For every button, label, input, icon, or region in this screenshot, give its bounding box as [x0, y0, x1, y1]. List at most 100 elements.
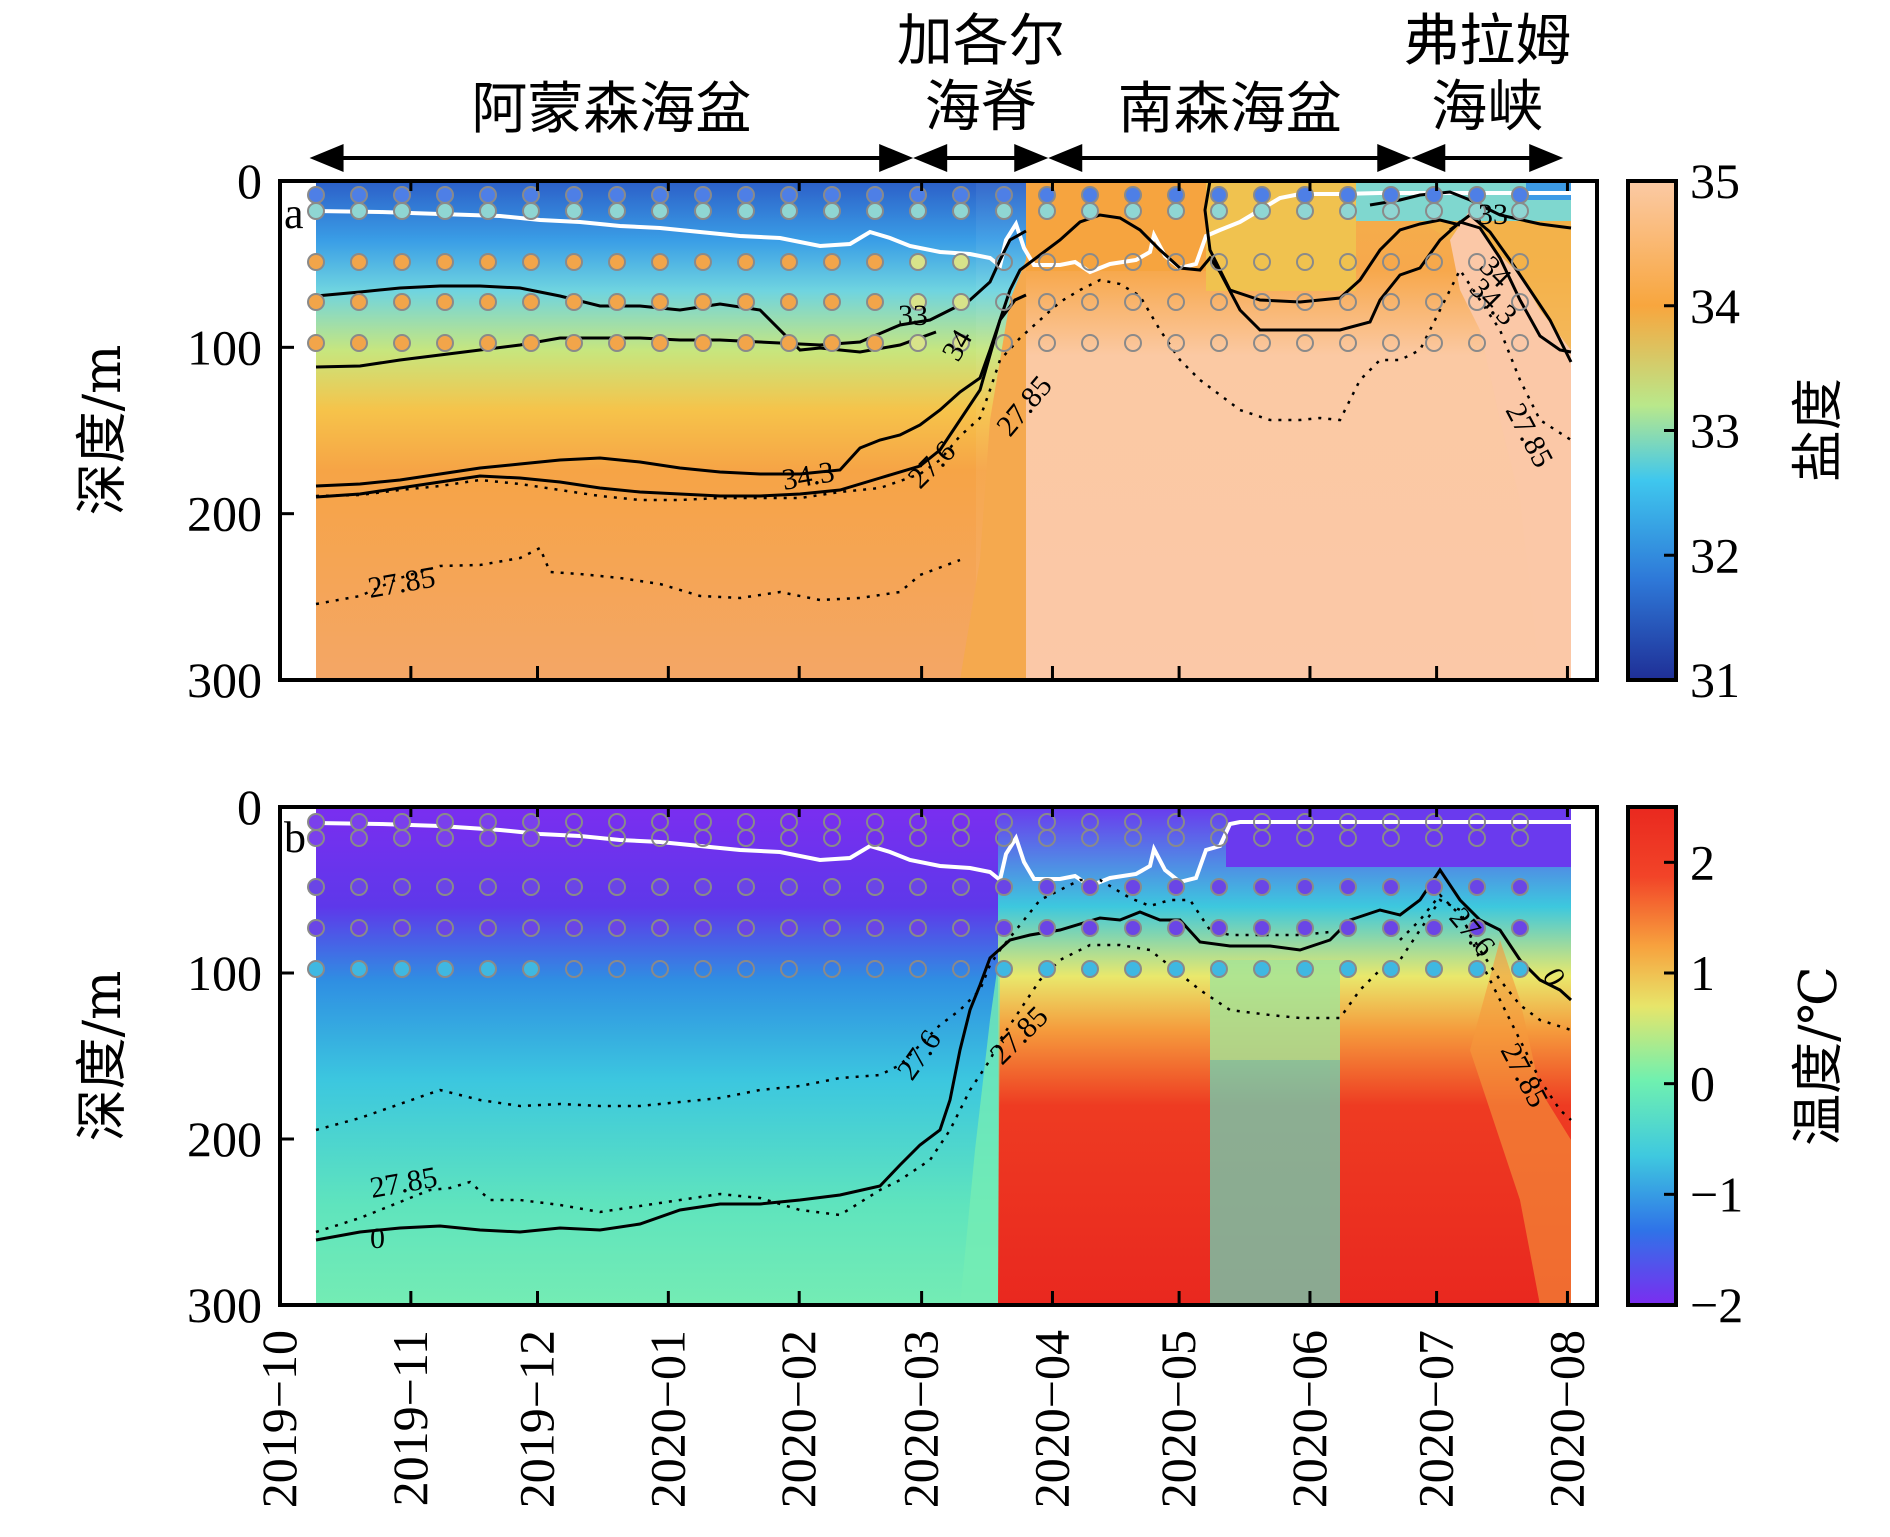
sampling-dot — [1382, 334, 1400, 352]
sampling-dot — [780, 253, 798, 271]
sampling-dot — [1468, 334, 1486, 352]
sampling-dot — [952, 202, 970, 220]
sampling-dot — [737, 253, 755, 271]
sampling-dot — [1038, 202, 1056, 220]
sampling-dot — [1296, 829, 1314, 847]
sampling-dot — [1296, 253, 1314, 271]
x-tick-label: 2020−03 — [893, 1330, 949, 1508]
sampling-dot — [823, 293, 841, 311]
sampling-dot — [780, 829, 798, 847]
sampling-dot — [952, 293, 970, 311]
sampling-dot — [307, 878, 325, 896]
sampling-dot — [651, 293, 669, 311]
sampling-dot — [1339, 334, 1357, 352]
sampling-dot — [1382, 253, 1400, 271]
sampling-dot — [1425, 960, 1443, 978]
sampling-dot — [823, 829, 841, 847]
sampling-dot — [1210, 334, 1228, 352]
sampling-dot — [522, 202, 540, 220]
sampling-dot — [479, 813, 497, 831]
contour-label-b-1: 0 — [370, 1222, 385, 1255]
sampling-dot — [1038, 334, 1056, 352]
sampling-dot — [608, 293, 626, 311]
sampling-dot — [694, 253, 712, 271]
sampling-dot — [780, 202, 798, 220]
sampling-dot — [1253, 293, 1271, 311]
sampling-dot — [350, 829, 368, 847]
sampling-dot — [479, 186, 497, 204]
sampling-dot — [651, 960, 669, 978]
sampling-dot — [1167, 829, 1185, 847]
sampling-dot — [909, 960, 927, 978]
sampling-dot — [436, 186, 454, 204]
sampling-dot — [909, 829, 927, 847]
sampling-dot — [479, 253, 497, 271]
sampling-dot — [307, 202, 325, 220]
sampling-dot — [307, 829, 325, 847]
mixed-layer-line-b — [315, 820, 1571, 889]
sampling-dot — [737, 202, 755, 220]
sampling-dot — [436, 878, 454, 896]
sampling-dot — [479, 202, 497, 220]
sampling-dot — [1511, 202, 1529, 220]
sampling-dot — [780, 186, 798, 204]
sampling-dot — [565, 202, 583, 220]
sampling-dot — [780, 878, 798, 896]
sampling-dot — [1425, 293, 1443, 311]
contour-27-85-b-deep — [315, 898, 1572, 1234]
region-arrowhead-left-0 — [309, 144, 344, 172]
sampling-dot — [1124, 829, 1142, 847]
sampling-dot — [565, 829, 583, 847]
sampling-dot — [1253, 919, 1271, 937]
sampling-dot — [436, 813, 454, 831]
sampling-dot — [1167, 878, 1185, 896]
sampling-dot — [823, 960, 841, 978]
sampling-dot — [1210, 919, 1228, 937]
sampling-dot — [608, 186, 626, 204]
contour-label-a-0: 33 — [898, 299, 928, 332]
sampling-dot — [350, 253, 368, 271]
sampling-dot — [694, 293, 712, 311]
sampling-dot — [823, 878, 841, 896]
region-label-0-0: 阿蒙森海盆 — [471, 77, 751, 142]
contour-34-3 — [315, 293, 1027, 488]
sampling-dot — [909, 253, 927, 271]
x-axis: 2019−10 2019−11 2019−12 2020−01 2020−02 2020−… — [251, 181, 1594, 1508]
x-tick-label: 2020−07 — [1408, 1330, 1464, 1508]
sampling-dot — [952, 960, 970, 978]
sampling-dot — [1425, 919, 1443, 937]
sampling-dot — [1253, 186, 1271, 204]
sampling-dot — [1296, 878, 1314, 896]
sampling-dot — [393, 829, 411, 847]
sampling-dot — [1425, 829, 1443, 847]
sampling-dot — [307, 293, 325, 311]
sampling-dot — [1253, 960, 1271, 978]
sampling-dot — [1081, 293, 1099, 311]
sampling-dot — [1081, 253, 1099, 271]
sampling-dot — [1210, 202, 1228, 220]
sampling-dot — [909, 293, 927, 311]
sampling-dot — [1425, 253, 1443, 271]
sampling-dot — [1382, 829, 1400, 847]
sampling-dot — [522, 334, 540, 352]
sampling-dot — [1468, 829, 1486, 847]
sampling-dot — [1339, 293, 1357, 311]
sampling-dot — [1167, 186, 1185, 204]
sampling-dot — [565, 878, 583, 896]
sampling-dot — [565, 186, 583, 204]
x-tick-label: 2019−12 — [508, 1330, 564, 1508]
colorbar-tick-label: 1 — [1690, 945, 1715, 1001]
sampling-dot — [1124, 919, 1142, 937]
panel-b-frame — [278, 805, 1599, 1307]
sampling-dot — [1382, 293, 1400, 311]
sampling-dot — [307, 813, 325, 831]
sampling-dot — [866, 186, 884, 204]
sampling-dot — [393, 919, 411, 937]
sampling-dot — [952, 878, 970, 896]
sampling-dot — [866, 829, 884, 847]
sampling-dot — [565, 253, 583, 271]
sampling-dot — [565, 293, 583, 311]
sampling-dot — [1167, 253, 1185, 271]
sampling-dot — [1339, 878, 1357, 896]
y-tick-label: 200 — [187, 486, 262, 542]
